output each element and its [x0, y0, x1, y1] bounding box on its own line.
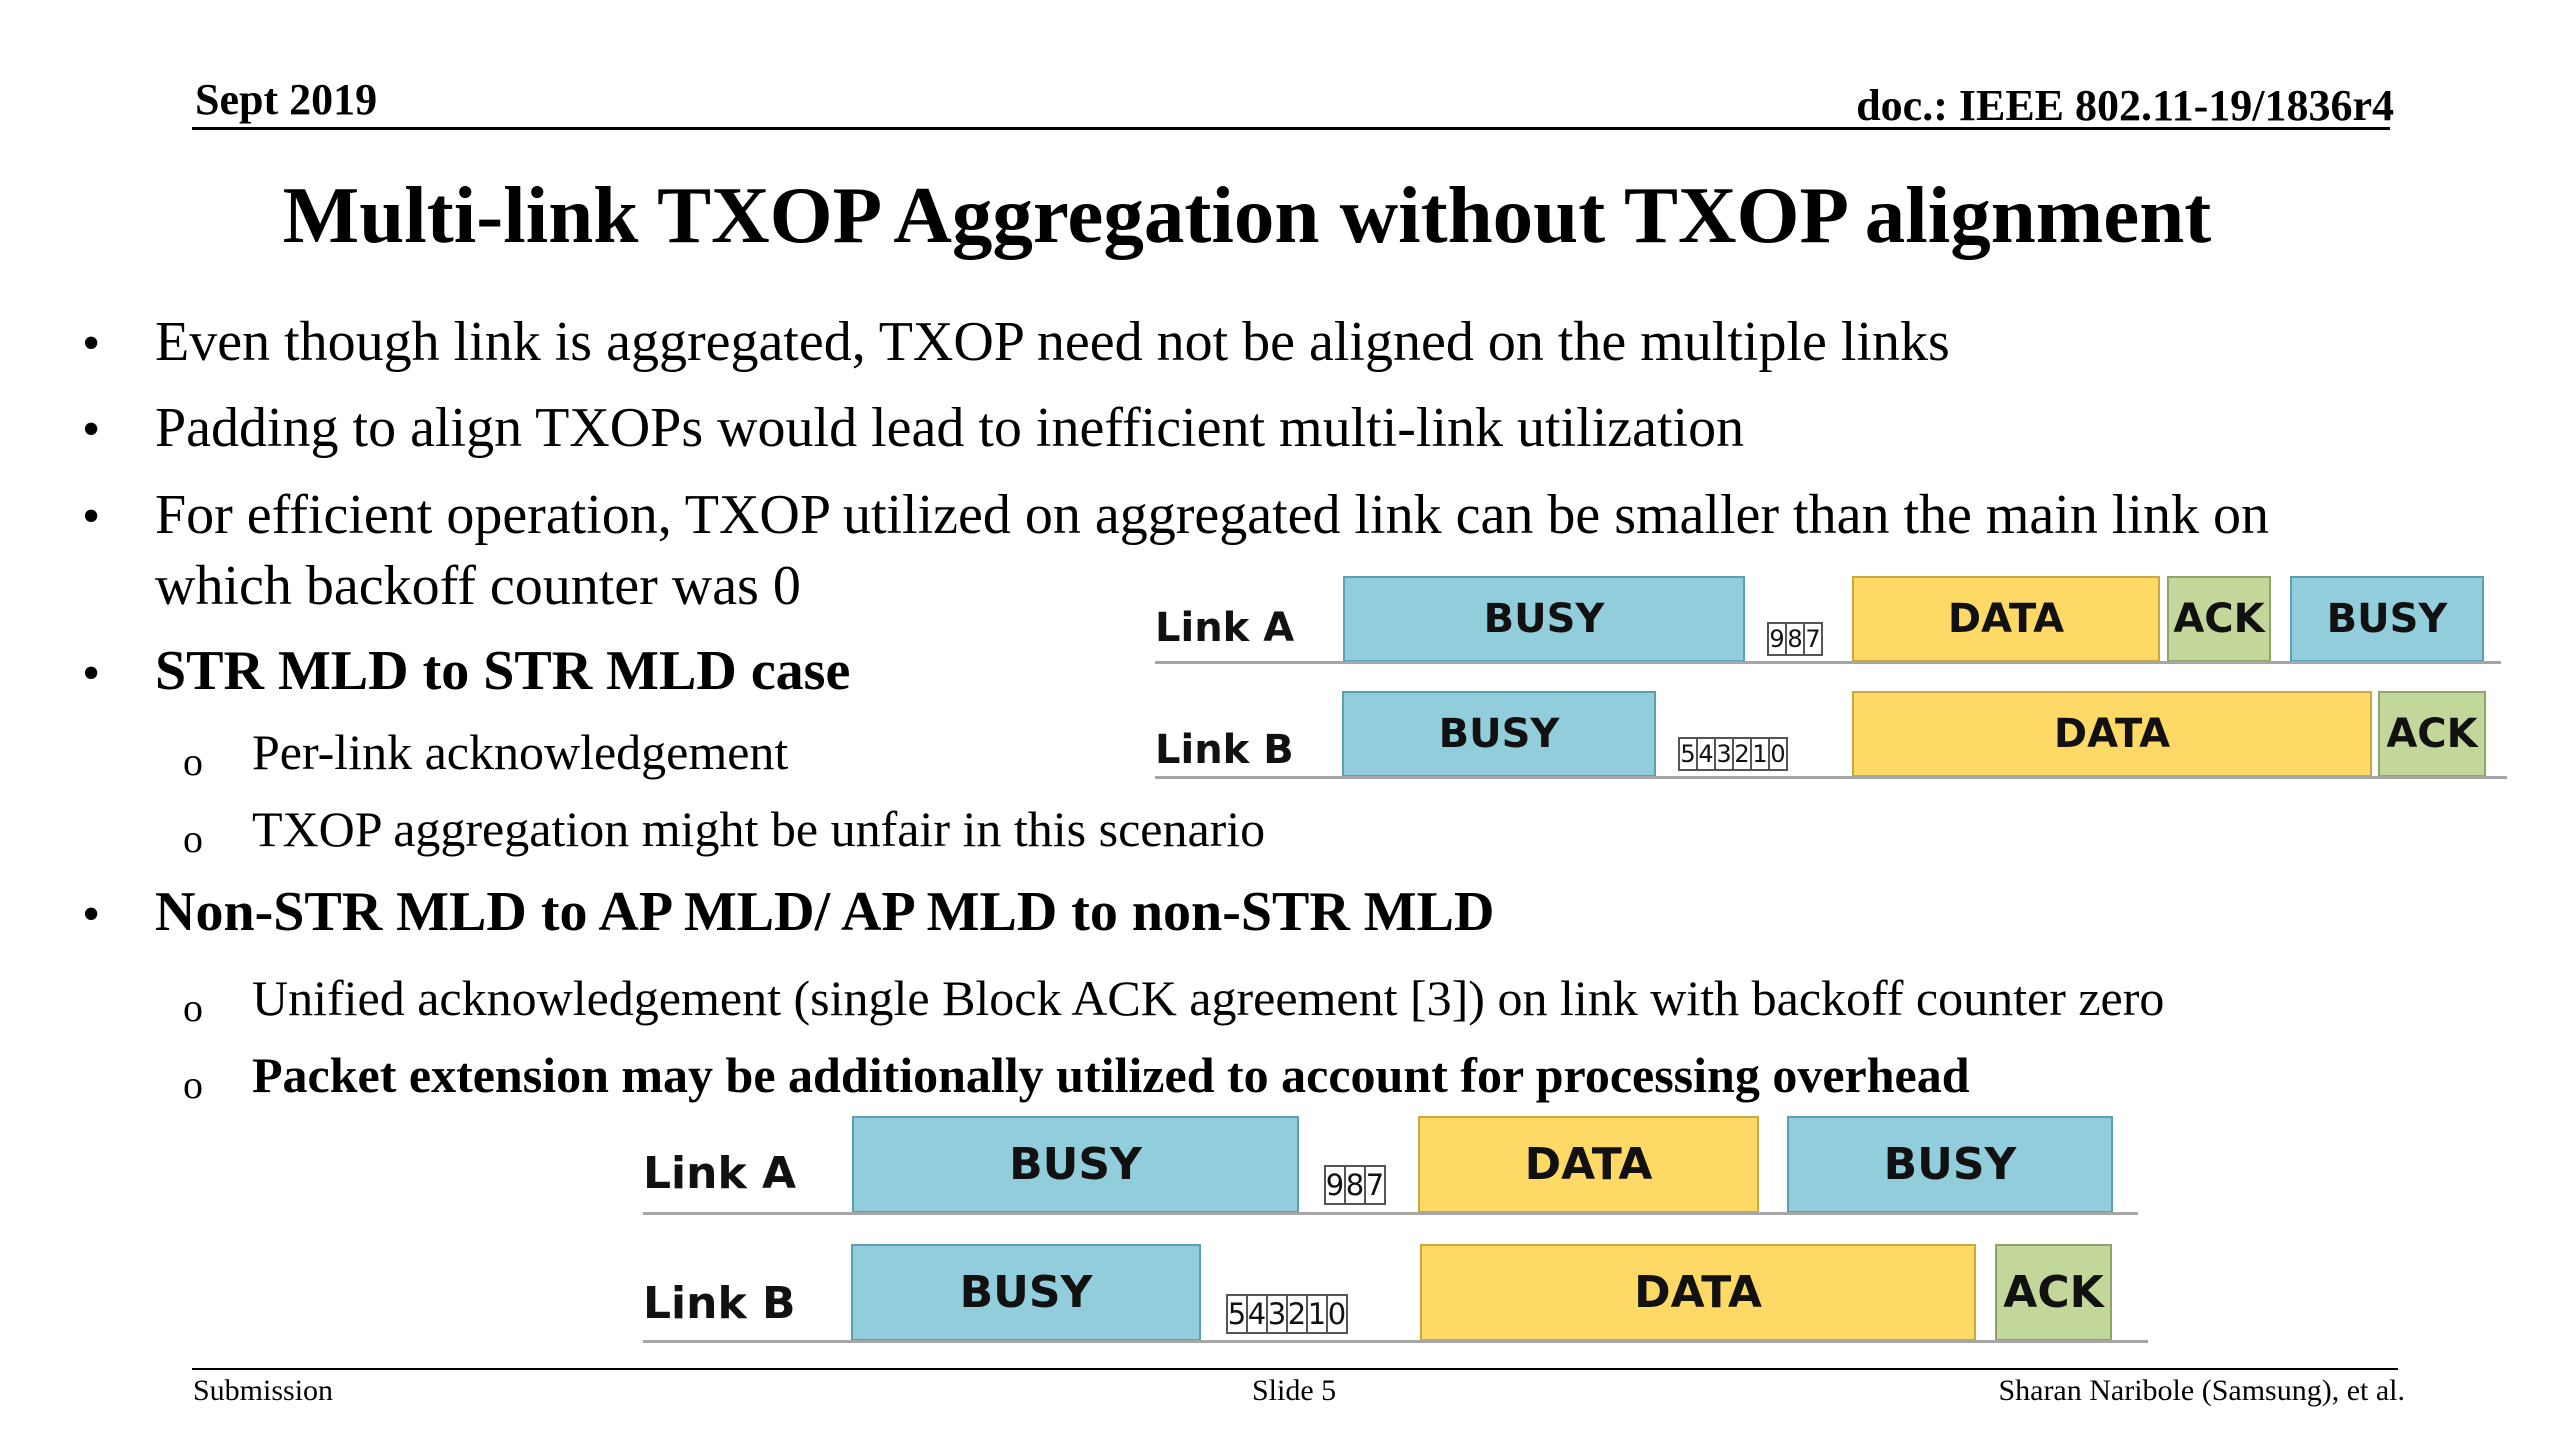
link-b-timeline [1155, 776, 2507, 779]
sub-bullet-text-bold: Packet extension may be additionally uti… [252, 1047, 1970, 1103]
counter-cell: 3 [1714, 737, 1734, 771]
header-divider [192, 127, 2390, 130]
counter-cell: 5 [1226, 1294, 1248, 1334]
counter-cell: 7 [1364, 1165, 1386, 1205]
sub-bullet-marker: o [183, 816, 203, 861]
counter-cell: 8 [1344, 1165, 1366, 1205]
busy-block: BUSY [852, 1116, 1299, 1213]
link-a-timeline [643, 1212, 2138, 1215]
ack-block: ACK [2167, 576, 2271, 662]
link-b-timeline [643, 1340, 2148, 1343]
counter-cell: 1 [1306, 1294, 1328, 1334]
counter-cell: 7 [1803, 622, 1823, 656]
link-b-label: Link B [643, 1278, 796, 1329]
sub-bullet-text: Per-link acknowledgement [252, 724, 789, 780]
data-block: DATA [1852, 576, 2160, 662]
busy-block: BUSY [851, 1244, 1201, 1341]
counter-cell: 5 [1678, 737, 1698, 771]
counter-cell: 1 [1750, 737, 1770, 771]
link-a-timeline [1155, 661, 2501, 664]
busy-block: BUSY [1787, 1116, 2113, 1213]
bullet-marker: • [82, 315, 101, 372]
backoff-counter: 5 4 3 2 1 0 [1226, 1294, 1348, 1334]
backoff-counter: 9 8 7 [1767, 622, 1823, 656]
footer-submission: Submission [193, 1374, 334, 1407]
counter-cell: 9 [1324, 1165, 1346, 1205]
counter-cell: 4 [1246, 1294, 1268, 1334]
footer-author: Sharan Naribole (Samsung), et al. [1998, 1374, 2405, 1407]
sub-bullet-marker: o [183, 739, 203, 784]
counter-cell: 2 [1732, 737, 1752, 771]
bullet-text: For efficient operation, TXOP utilized o… [155, 484, 2269, 546]
link-a-label: Link A [643, 1148, 797, 1199]
counter-cell: 0 [1768, 737, 1788, 771]
bullet-marker: • [82, 645, 101, 702]
bullet-text: Padding to align TXOPs would lead to ine… [155, 397, 1745, 459]
backoff-counter: 5 4 3 2 1 0 [1678, 737, 1788, 771]
data-block: DATA [1852, 691, 2372, 777]
data-block: DATA [1418, 1116, 1759, 1213]
counter-cell: 8 [1785, 622, 1805, 656]
sub-bullet-text: TXOP aggregation might be unfair in this… [252, 801, 1266, 857]
counter-cell: 4 [1696, 737, 1716, 771]
header-date: Sept 2019 [195, 75, 378, 124]
counter-cell: 3 [1266, 1294, 1288, 1334]
backoff-counter: 9 8 7 [1324, 1165, 1386, 1205]
ack-block: ACK [1995, 1244, 2112, 1341]
bullet-marker: • [82, 886, 101, 943]
counter-cell: 2 [1286, 1294, 1308, 1334]
bullet-text-continuation: which backoff counter was 0 [155, 555, 801, 617]
link-b-label: Link B [1155, 727, 1294, 773]
bullet-marker: • [82, 488, 101, 545]
footer-divider [192, 1368, 2398, 1370]
busy-block: BUSY [1342, 691, 1656, 777]
bullet-text-bold: Non-STR MLD to AP MLD/ AP MLD to non-STR… [155, 881, 1495, 943]
slide-title: Multi-link TXOP Aggregation without TXOP… [282, 170, 2212, 260]
bullet-text: Even though link is aggregated, TXOP nee… [155, 311, 1950, 373]
counter-cell: 9 [1767, 622, 1787, 656]
data-block: DATA [1420, 1244, 1976, 1341]
header-doc-id: doc.: IEEE 802.11-19/1836r4 [1856, 81, 2394, 130]
ack-block: ACK [2378, 691, 2486, 777]
sub-bullet-marker: o [183, 1062, 203, 1107]
footer-slide-number: Slide 5 [1252, 1374, 1337, 1407]
sub-bullet-marker: o [183, 985, 203, 1030]
busy-block: BUSY [1343, 576, 1745, 662]
bullet-text-bold: STR MLD to STR MLD case [155, 640, 851, 702]
sub-bullet-text: Unified acknowledgement (single Block AC… [252, 970, 2165, 1026]
link-a-label: Link A [1155, 605, 1295, 651]
busy-block: BUSY [2290, 576, 2484, 662]
bullet-marker: • [82, 401, 101, 458]
counter-cell: 0 [1326, 1294, 1348, 1334]
